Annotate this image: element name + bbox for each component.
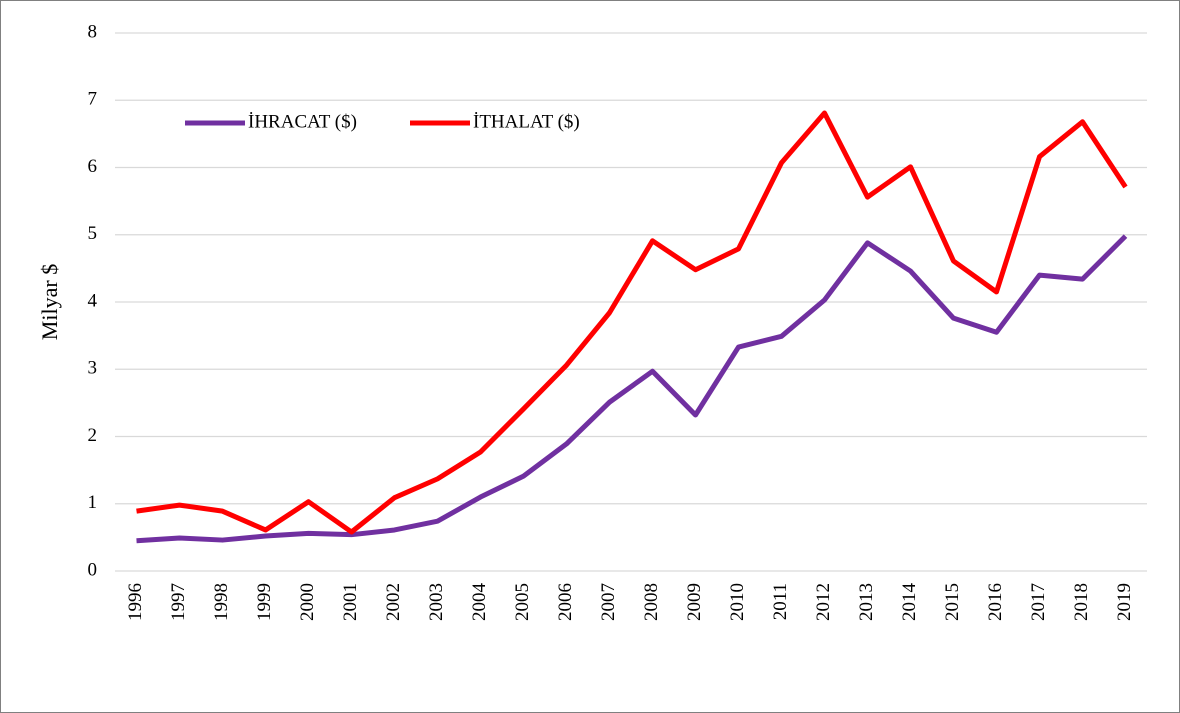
x-tick-label: 2005 <box>512 583 533 621</box>
line-series <box>136 110 1128 535</box>
x-tick-label: 2001 <box>340 583 361 621</box>
x-tick-label: 2015 <box>942 583 963 621</box>
x-tick-label: 2017 <box>1028 583 1049 621</box>
legend-label: İHRACAT ($) <box>248 111 357 132</box>
x-tick-label: 1999 <box>254 583 275 621</box>
y-tick-label: 8 <box>88 21 98 42</box>
x-tick-label: 2016 <box>985 583 1006 621</box>
y-tick-label: 2 <box>88 425 98 446</box>
x-tick-label: 2009 <box>684 583 705 621</box>
y-tick-label: 1 <box>88 492 98 513</box>
x-tick-label: 2012 <box>813 583 834 621</box>
y-axis-label: Milyar $ <box>37 264 62 340</box>
y-tick-label: 7 <box>88 89 98 110</box>
y-tick-label: 6 <box>88 156 98 177</box>
y-tick-label: 3 <box>88 358 98 379</box>
x-tick-label: 2013 <box>856 583 877 621</box>
x-tick-label: 2002 <box>383 583 404 621</box>
y-tick-label: 0 <box>88 559 98 580</box>
x-tick-label: 2008 <box>641 583 662 621</box>
x-tick-label: 1998 <box>211 583 232 621</box>
x-tick-label: 2014 <box>899 583 920 622</box>
x-tick-label: 1997 <box>168 583 189 621</box>
x-tick-label: 2010 <box>727 583 748 621</box>
line-series <box>136 234 1128 544</box>
x-tick-label: 2018 <box>1071 583 1092 621</box>
x-tick-label: 2000 <box>297 583 318 621</box>
x-tick-label: 2003 <box>426 583 447 621</box>
x-tick-label: 1996 <box>125 583 146 621</box>
x-tick-label: 2007 <box>598 583 619 621</box>
legend-label: İTHALAT ($) <box>473 111 580 132</box>
x-tick-label: 2004 <box>469 583 490 622</box>
y-tick-label: 5 <box>88 223 98 244</box>
y-tick-label: 4 <box>88 290 98 311</box>
x-tick-label: 2019 <box>1114 583 1135 621</box>
x-tick-label: 2006 <box>555 583 576 621</box>
x-tick-label: 2011 <box>770 583 791 620</box>
